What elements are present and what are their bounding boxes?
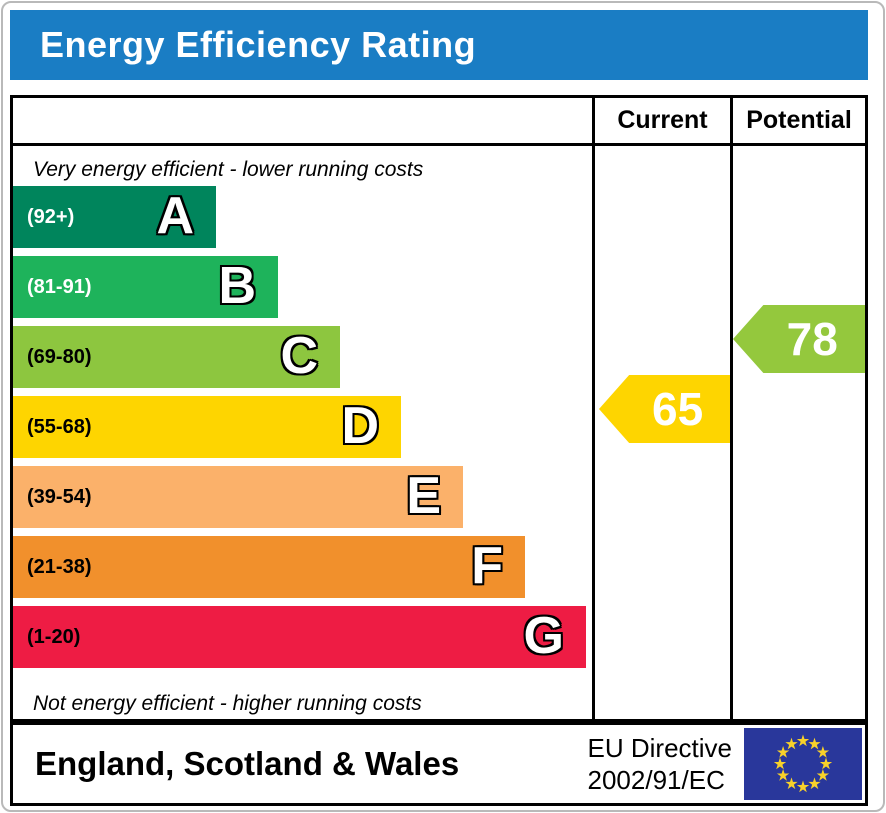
eu-directive-line1: EU Directive xyxy=(587,732,732,763)
band-a-range: (92+) xyxy=(27,205,75,228)
band-a: (92+) A xyxy=(13,186,216,248)
band-f-letter: F xyxy=(471,536,503,595)
potential-column: 78 xyxy=(733,146,865,719)
eu-flag-icon xyxy=(744,728,862,800)
current-rating-value: 65 xyxy=(652,383,704,435)
band-c: (69-80) C xyxy=(13,326,340,388)
current-rating-arrow: 65 xyxy=(599,375,730,443)
band-e: (39-54) E xyxy=(13,466,463,528)
header-spacer xyxy=(13,98,595,146)
band-c-range: (69-80) xyxy=(27,345,92,368)
band-d: (55-68) D xyxy=(13,396,401,458)
band-g: (1-20) G xyxy=(13,606,586,668)
current-column: 65 xyxy=(595,146,733,719)
page-title: Energy Efficiency Rating xyxy=(40,24,477,65)
band-g-letter: G xyxy=(523,606,564,665)
eu-directive-label: EU Directive 2002/91/EC xyxy=(588,732,732,797)
band-d-letter: D xyxy=(341,396,379,455)
title-bar: Energy Efficiency Rating xyxy=(10,10,868,80)
rating-table: Current Potential Very energy efficient … xyxy=(10,95,868,722)
bottom-caption: Not energy efficient - higher running co… xyxy=(33,692,422,715)
potential-rating-value: 78 xyxy=(786,313,838,365)
footer-bar: England, Scotland & Wales EU Directive 2… xyxy=(10,722,868,806)
potential-rating-arrow: 78 xyxy=(733,305,865,373)
band-a-letter: A xyxy=(156,186,194,245)
band-c-letter: C xyxy=(280,326,318,385)
band-f-range: (21-38) xyxy=(27,555,92,578)
band-f: (21-38) F xyxy=(13,536,525,598)
band-e-range: (39-54) xyxy=(27,485,92,508)
band-e-letter: E xyxy=(406,466,441,525)
band-g-range: (1-20) xyxy=(27,625,81,648)
table-body: Very energy efficient - lower running co… xyxy=(13,146,865,719)
band-b-range: (81-91) xyxy=(27,275,92,298)
band-b-letter: B xyxy=(218,256,256,315)
region-label: England, Scotland & Wales xyxy=(35,745,460,782)
table-header-row: Current Potential xyxy=(13,98,865,146)
band-d-range: (55-68) xyxy=(27,415,92,438)
band-b: (81-91) B xyxy=(13,256,278,318)
potential-column-header: Potential xyxy=(733,98,865,146)
bands-column: Very energy efficient - lower running co… xyxy=(13,146,595,719)
eu-directive-line2: 2002/91/EC xyxy=(587,765,725,795)
current-column-header: Current xyxy=(595,98,733,146)
top-caption: Very energy efficient - lower running co… xyxy=(33,158,424,181)
